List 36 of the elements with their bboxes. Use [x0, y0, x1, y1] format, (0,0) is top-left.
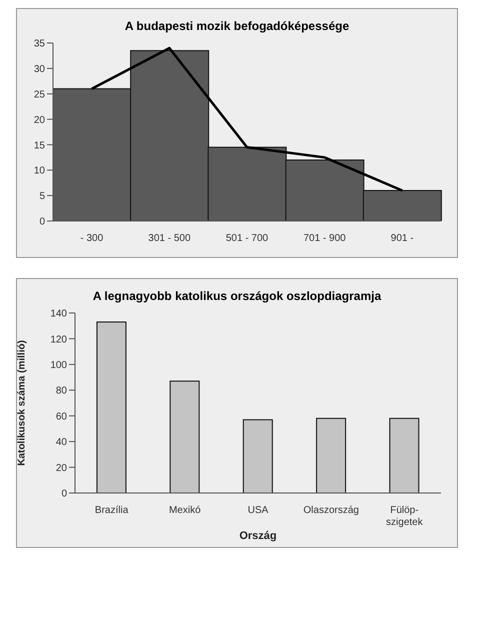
x-tick-label: 501 - 700 [226, 233, 269, 244]
y-tick-label: 80 [56, 386, 68, 397]
y-tick-label: 30 [34, 64, 46, 75]
bar [170, 380, 200, 493]
bar [316, 418, 346, 493]
y-tick-label: 0 [39, 216, 46, 228]
x-tick-label: Olaszország [303, 505, 359, 516]
bar [242, 419, 273, 493]
x-tick-label: 301 - 500 [148, 233, 191, 244]
y-tick-label: 40 [56, 437, 68, 448]
chart-title: A legnagyobb katolikus országok oszlopdiagramja [92, 288, 382, 305]
x-tick-label: 901 - [390, 233, 414, 244]
y-tick-label: 120 [50, 334, 68, 346]
x-tick-label: USA [248, 505, 269, 516]
y-tick-label: 20 [34, 114, 46, 126]
x-tick-label: - 300 [80, 233, 104, 244]
bar [389, 418, 420, 493]
y-tick-label: 15 [34, 140, 46, 152]
y-tick-label: 60 [56, 411, 68, 422]
line-series [90, 46, 404, 192]
x-tick-label: 701 - 900 [303, 233, 346, 244]
y-axis-title: Katolikusok száma (millió) [16, 340, 28, 466]
x-tick-label: Fülöp-szigetek [386, 505, 424, 528]
y-tick-label: 140 [50, 308, 68, 320]
chart-title: A budapesti mozik befogadóképessége [124, 18, 350, 35]
y-tick-label: 20 [56, 462, 68, 474]
y-tick-label: 25 [34, 89, 46, 100]
bar [96, 322, 126, 493]
y-tick-label: 35 [34, 38, 46, 50]
y-tick-label: 0 [61, 488, 68, 500]
y-tick-label: 10 [34, 166, 46, 177]
y-tick-label: 100 [50, 360, 68, 371]
x-tick-label: Brazília [94, 505, 129, 516]
y-tick-label: 5 [39, 191, 46, 202]
x-tick-label: Mexikó [168, 505, 202, 516]
x-axis-title: Ország [239, 530, 277, 542]
